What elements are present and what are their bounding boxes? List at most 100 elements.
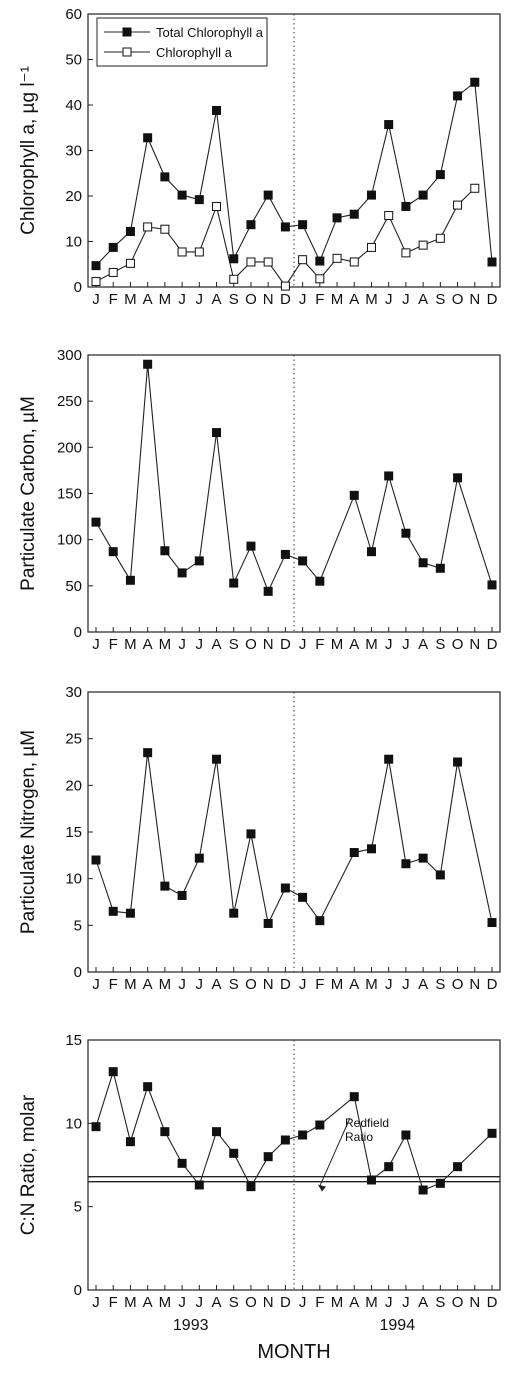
x-tick-label: A <box>212 636 222 653</box>
x-tick-label: S <box>229 1294 239 1311</box>
x-tick-label: S <box>435 976 445 993</box>
x-tick-label: S <box>435 1294 445 1311</box>
x-tick-label: J <box>196 976 204 993</box>
data-point <box>401 1130 411 1140</box>
x-tick-label: N <box>263 636 274 653</box>
y-tick-label: 30 <box>65 684 82 701</box>
x-tick-label: J <box>299 1294 307 1311</box>
data-point <box>384 120 394 130</box>
x-tick-label: J <box>299 291 307 308</box>
data-point <box>349 848 359 858</box>
x-tick-label: J <box>196 636 204 653</box>
data-point <box>177 890 187 900</box>
x-tick-label: J <box>385 1294 393 1311</box>
x-tick-label: J <box>385 291 393 308</box>
data-point-open <box>125 258 135 268</box>
data-point <box>487 918 497 928</box>
y-axis-label: Chlorophyll a, µg l⁻¹ <box>18 66 39 235</box>
data-point <box>487 580 497 590</box>
x-tick-label: M <box>124 1294 137 1311</box>
data-point <box>160 546 170 556</box>
x-tick-label: J <box>299 636 307 653</box>
series-line <box>95 1069 493 1191</box>
x-tick-label: D <box>280 291 291 308</box>
x-tick-label: M <box>331 1294 344 1311</box>
data-point-open <box>470 183 480 193</box>
x-tick-label: A <box>418 976 428 993</box>
x-tick-label: J <box>402 1294 410 1311</box>
data-point <box>384 471 394 481</box>
x-tick-label: S <box>435 636 445 653</box>
x-tick-label: F <box>315 1294 324 1311</box>
x-tick-label: D <box>487 636 498 653</box>
x-tick-label: J <box>299 976 307 993</box>
data-point <box>487 257 497 267</box>
x-tick-label: J <box>196 1294 204 1311</box>
x-tick-label: J <box>178 636 186 653</box>
y-tick-label: 60 <box>65 6 82 23</box>
x-tick-label: A <box>349 636 359 653</box>
x-tick-label: M <box>331 636 344 653</box>
x-tick-label: O <box>452 976 464 993</box>
x-tick-label: J <box>178 1294 186 1311</box>
x-tick-label: O <box>245 291 257 308</box>
data-point <box>401 201 411 211</box>
data-point <box>108 547 118 557</box>
data-point <box>418 190 428 200</box>
data-point-open <box>143 222 153 232</box>
data-point-open <box>108 267 118 277</box>
data-point <box>246 541 256 551</box>
data-point-open <box>418 240 428 250</box>
data-point <box>125 908 135 918</box>
x-tick-label: A <box>212 291 222 308</box>
x-tick-label: O <box>245 1294 257 1311</box>
x-tick-label: A <box>349 976 359 993</box>
data-point-open <box>315 274 325 284</box>
y-axis-label: Particulate Carbon, µM <box>18 396 39 591</box>
data-point <box>315 916 325 926</box>
data-point <box>108 1067 118 1077</box>
x-axis-label: MONTH <box>257 1341 330 1363</box>
year-label-1994: 1994 <box>380 1317 416 1334</box>
legend-entry: Total Chlorophyll a <box>156 25 264 40</box>
x-tick-label: J <box>385 636 393 653</box>
data-point <box>143 359 153 369</box>
x-tick-label: M <box>159 636 172 653</box>
data-point <box>143 748 153 758</box>
y-tick-label: 40 <box>65 97 82 114</box>
x-tick-label: F <box>109 976 118 993</box>
data-point-open <box>194 247 204 257</box>
x-tick-label: O <box>452 1294 464 1311</box>
x-tick-label: F <box>109 291 118 308</box>
x-tick-label: M <box>124 976 137 993</box>
data-point-open <box>212 201 222 211</box>
data-point <box>366 547 376 557</box>
data-point <box>315 576 325 586</box>
x-tick-label: F <box>315 636 324 653</box>
x-tick-label: D <box>487 291 498 308</box>
series-line <box>95 187 476 288</box>
x-tick-label: A <box>143 291 153 308</box>
x-tick-label: O <box>452 291 464 308</box>
y-tick-label: 50 <box>65 52 82 69</box>
data-point <box>263 586 273 596</box>
data-point <box>212 754 222 764</box>
x-tick-label: J <box>92 291 100 308</box>
x-tick-label: J <box>92 636 100 653</box>
x-tick-label: N <box>469 1294 480 1311</box>
x-tick-label: A <box>143 976 153 993</box>
y-tick-label: 15 <box>65 1032 82 1049</box>
data-point <box>384 754 394 764</box>
x-tick-label: M <box>124 291 137 308</box>
x-tick-label: M <box>124 636 137 653</box>
y-tick-label: 200 <box>57 439 82 456</box>
x-tick-label: A <box>143 1294 153 1311</box>
data-point-open <box>384 211 394 221</box>
data-point-open <box>401 248 411 258</box>
data-point <box>453 91 463 101</box>
x-tick-label: F <box>315 291 324 308</box>
y-tick-label: 20 <box>65 188 82 205</box>
data-point-open <box>229 274 239 284</box>
